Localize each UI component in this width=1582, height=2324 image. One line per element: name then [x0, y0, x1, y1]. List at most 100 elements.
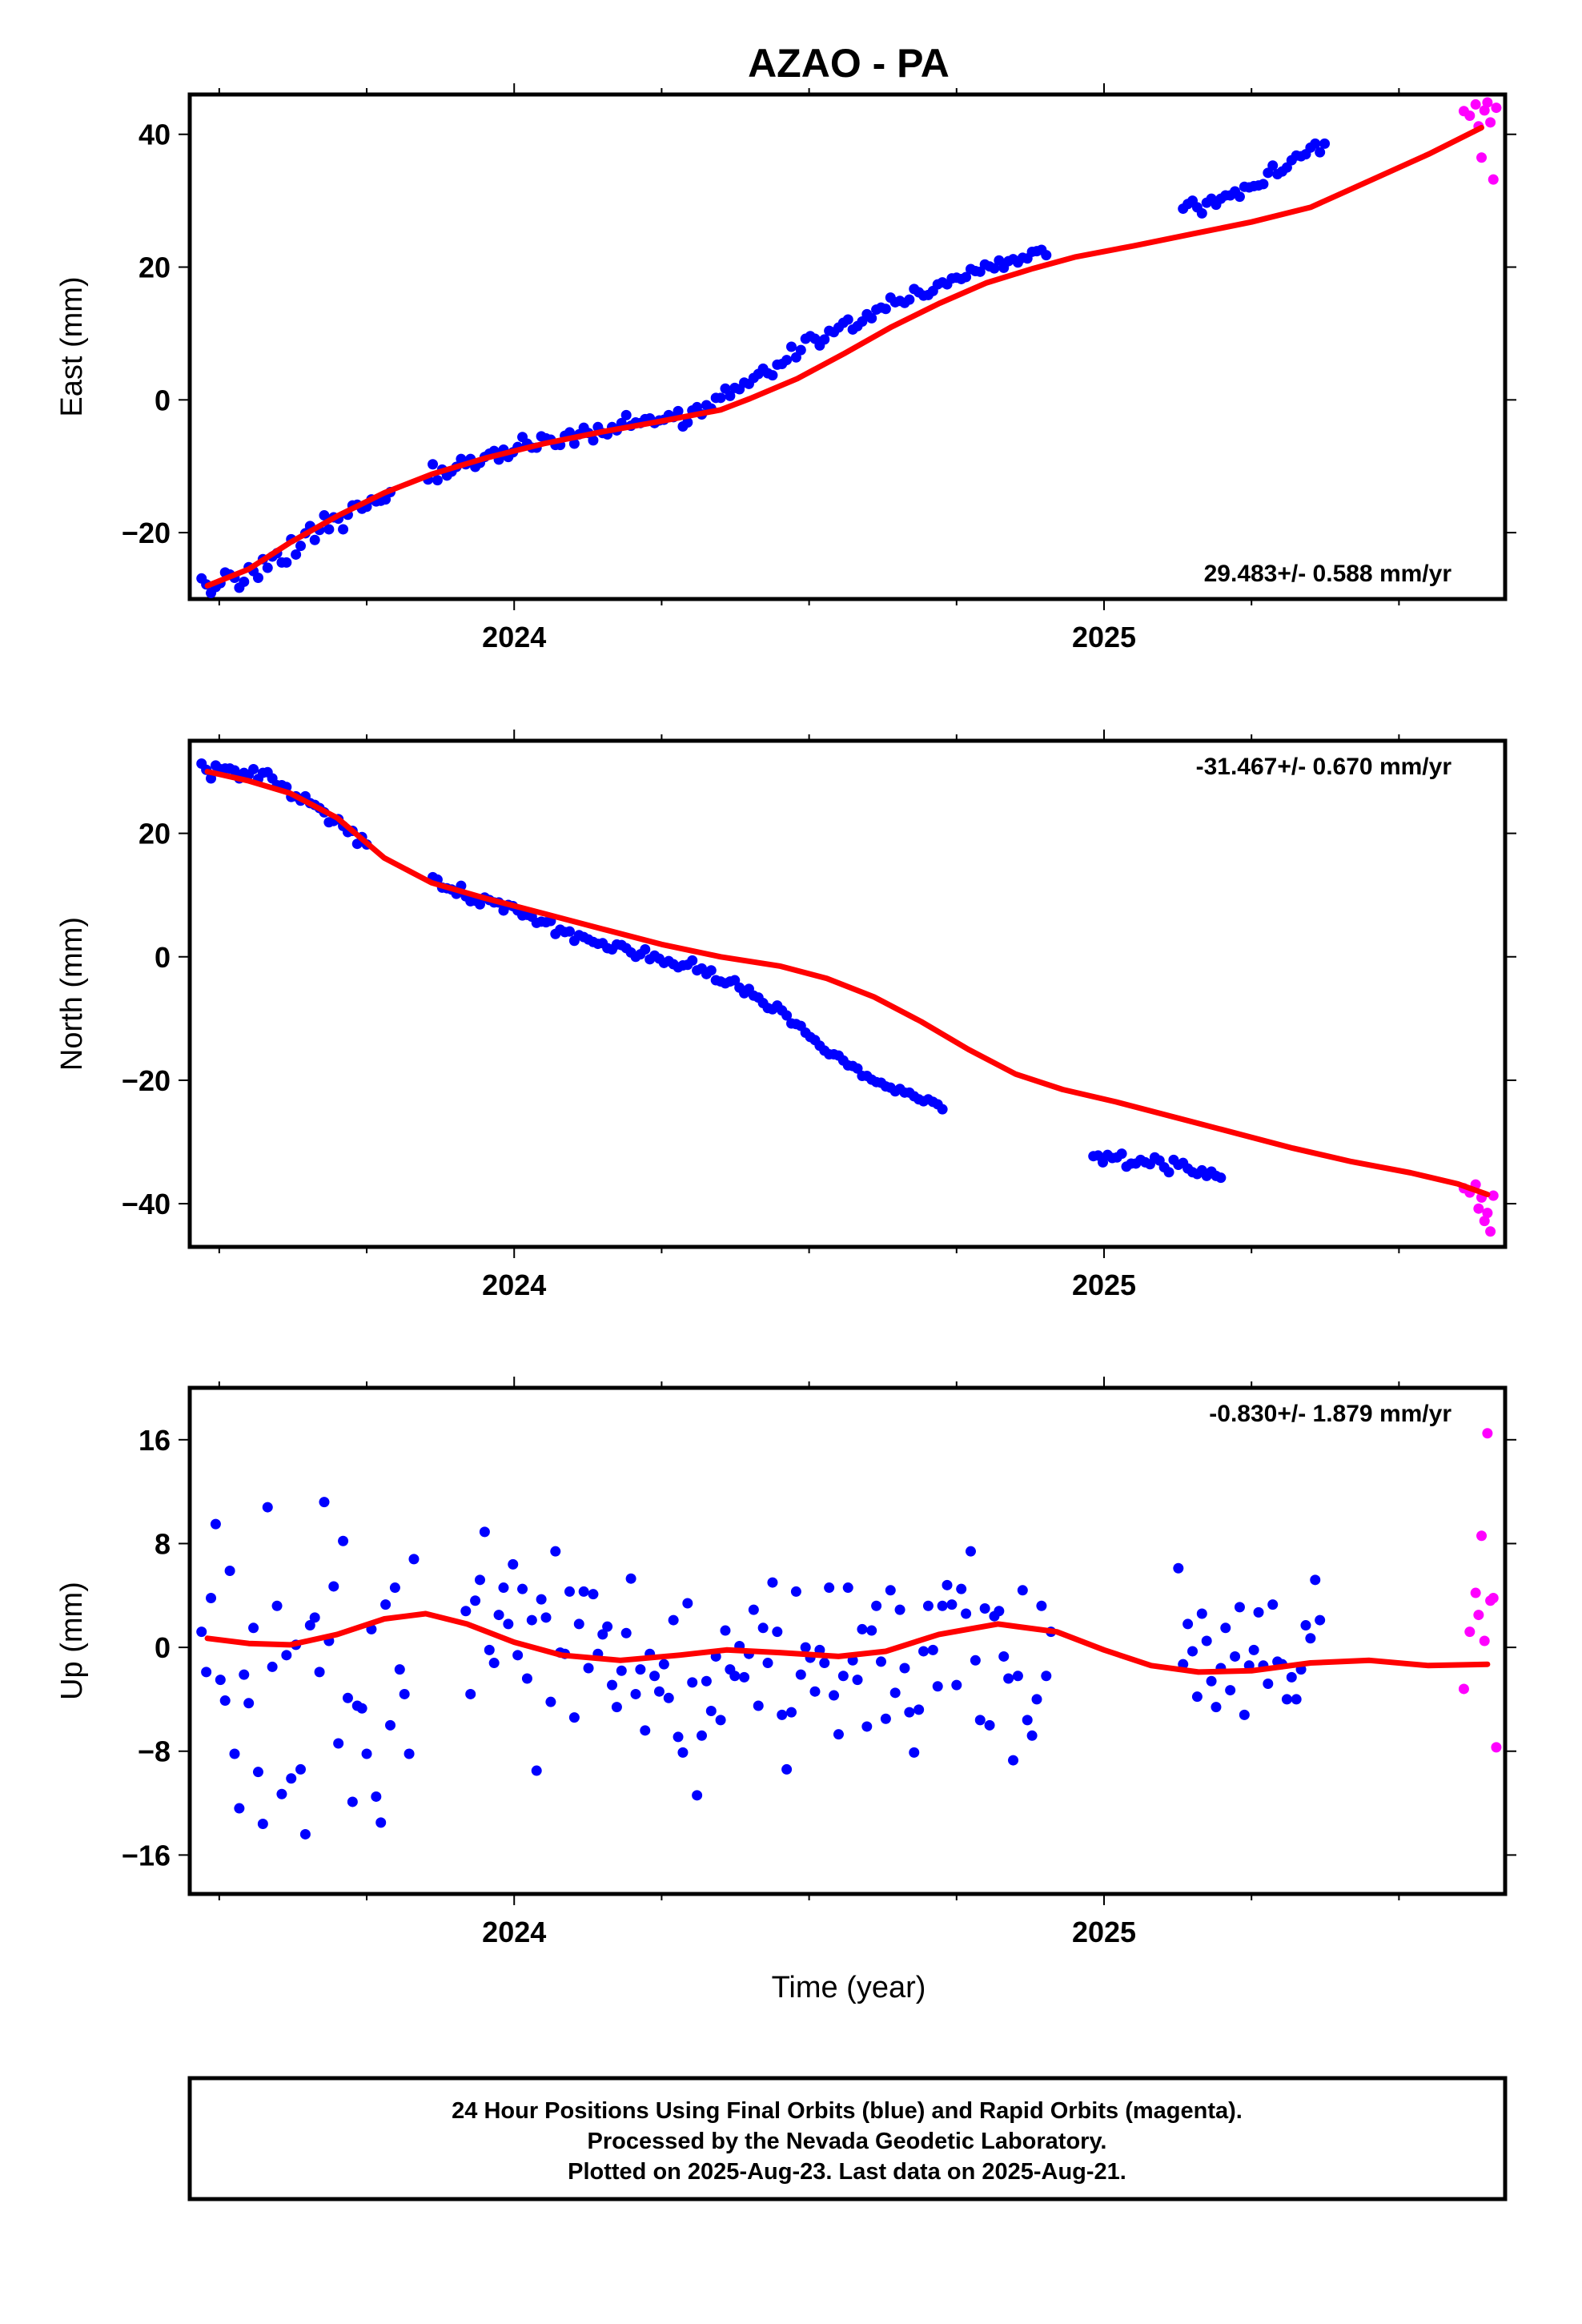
panel-3: −16 −8 0 8 16 2024 2025 Up (mm) -0.830+/- 1.879 … [55, 1377, 1516, 1948]
y-tick-label: −40 [122, 1188, 171, 1220]
final-orbit-point [927, 1644, 938, 1655]
final-orbit-point [389, 1582, 400, 1594]
panel-points [196, 1428, 1502, 1839]
final-orbit-point [338, 1535, 349, 1546]
final-orbit-point [470, 1595, 481, 1606]
y-tick-label: 20 [139, 251, 171, 284]
y-tick-label: 0 [155, 1631, 171, 1664]
final-orbit-point [399, 1688, 410, 1699]
final-orbit-point [1286, 1671, 1297, 1683]
final-orbit-point [937, 1600, 948, 1611]
final-orbit-point [658, 1659, 669, 1670]
final-orbit-point [1163, 1167, 1174, 1178]
final-orbit-point [979, 1602, 990, 1614]
final-orbit-point [653, 1686, 665, 1697]
final-orbit-point [568, 1712, 580, 1723]
rapid-orbit-point [1458, 1683, 1469, 1695]
y-tick-label: 8 [155, 1527, 171, 1560]
final-orbit-point [800, 1642, 811, 1653]
y-tick-label: 20 [139, 818, 171, 850]
final-orbit-point [937, 1104, 948, 1115]
final-orbit-point [578, 1586, 589, 1597]
final-orbit-point [517, 1583, 528, 1594]
final-orbit-point [248, 763, 259, 774]
final-orbit-point [588, 435, 599, 446]
final-orbit-point [899, 1663, 910, 1674]
final-orbit-point [989, 263, 1000, 274]
final-orbit-point [885, 1585, 896, 1596]
final-orbit-point [781, 1010, 793, 1021]
final-orbit-point [918, 1646, 930, 1657]
final-orbit-point [361, 1748, 372, 1759]
final-orbit-point [1022, 1715, 1033, 1726]
final-orbit-point [880, 304, 891, 315]
x-tick-label: 2025 [1072, 1269, 1136, 1301]
final-orbit-point [866, 1625, 877, 1636]
rapid-orbit-point [1488, 174, 1499, 185]
final-orbit-point [625, 1573, 636, 1584]
final-orbit-point [880, 1713, 891, 1724]
final-orbit-point [630, 1688, 641, 1699]
final-orbit-point [772, 1626, 783, 1638]
final-orbit-point [1310, 1574, 1321, 1586]
final-orbit-point [1211, 1702, 1222, 1713]
final-orbit-point [1041, 250, 1052, 261]
final-orbit-point [819, 1658, 830, 1669]
final-orbit-point [620, 409, 632, 420]
final-orbit-point [252, 1767, 263, 1778]
rapid-orbit-point [1479, 105, 1490, 116]
rapid-orbit-point [1470, 99, 1481, 110]
final-orbit-point [484, 1644, 495, 1655]
final-orbit-point [319, 1497, 330, 1508]
final-orbit-point [328, 1581, 339, 1592]
final-orbit-point [201, 1667, 212, 1678]
final-orbit-point [479, 1526, 490, 1538]
final-orbit-point [705, 965, 717, 976]
model-curve [204, 124, 1484, 589]
y-tick-label: 16 [139, 1424, 171, 1457]
final-orbit-point [729, 1671, 741, 1682]
final-orbit-point [474, 1574, 485, 1586]
final-orbit-point [795, 344, 806, 356]
final-orbit-point [276, 1788, 287, 1799]
final-orbit-point [961, 271, 972, 283]
final-orbit-point [375, 1817, 387, 1828]
final-orbit-point [762, 1658, 773, 1669]
final-orbit-point [385, 1719, 396, 1731]
final-orbit-point [295, 1763, 307, 1775]
rapid-orbit-point [1464, 1626, 1476, 1638]
final-orbit-point [1026, 1730, 1038, 1741]
final-orbit-point [904, 1707, 915, 1718]
final-orbit-point [739, 1671, 750, 1683]
final-orbit-point [904, 294, 915, 305]
final-orbit-point [1234, 1602, 1245, 1613]
final-orbit-point [620, 1627, 632, 1638]
final-orbit-point [956, 1583, 967, 1594]
final-orbit-point [460, 1606, 472, 1617]
final-orbit-point [1300, 1620, 1311, 1631]
final-orbit-point [607, 1679, 618, 1691]
y-tick-label: 0 [155, 941, 171, 974]
final-orbit-point [852, 1063, 863, 1074]
final-orbit-point [1310, 138, 1321, 149]
final-orbit-point [1036, 1600, 1047, 1611]
rate-annotation: -0.830+/- 1.879 mm/yr [1209, 1401, 1452, 1427]
final-orbit-point [210, 1518, 221, 1530]
final-orbit-point [1220, 1622, 1231, 1634]
final-orbit-point [323, 524, 335, 535]
rapid-orbit-point [1482, 1428, 1493, 1439]
final-orbit-point [248, 1622, 259, 1634]
final-orbit-point [635, 1664, 646, 1675]
final-orbit-point [932, 1681, 943, 1692]
final-orbit-point [219, 1695, 231, 1707]
final-orbit-point [1173, 1562, 1184, 1574]
final-orbit-point [767, 1577, 778, 1588]
final-orbit-point [540, 1612, 552, 1623]
x-axis-label: Time (year) [772, 1971, 926, 2004]
final-orbit-point [1012, 1671, 1023, 1682]
x-tick-label: 2024 [482, 1916, 546, 1948]
rapid-orbit-point [1485, 1226, 1496, 1237]
final-orbit-point [1182, 1618, 1194, 1630]
final-orbit-point [1315, 1614, 1326, 1626]
final-orbit-point [1191, 1691, 1203, 1703]
